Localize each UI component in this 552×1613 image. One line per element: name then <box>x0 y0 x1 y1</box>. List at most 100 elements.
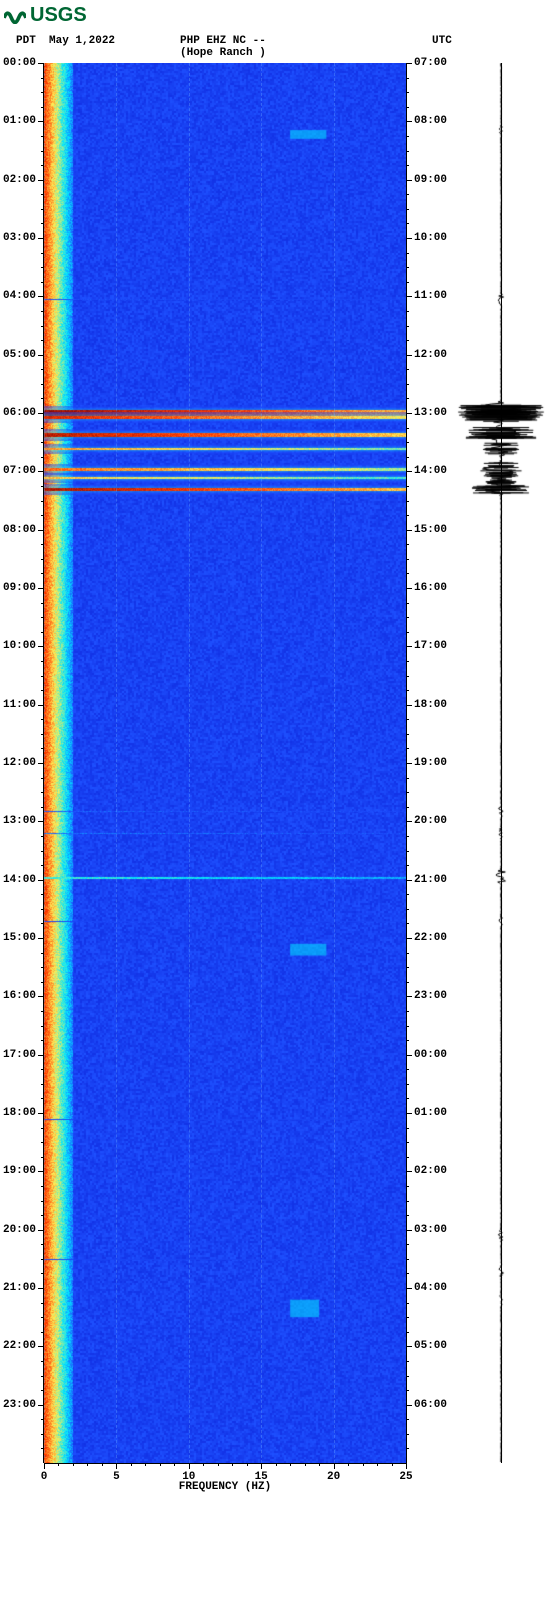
y-tick-minor <box>406 1011 409 1012</box>
y-tick-label: 22:00 <box>3 1340 36 1352</box>
y-tick-minor <box>406 676 409 677</box>
page: USGS PDT May 1,2022 PHP EHZ NC -- (Hope … <box>0 0 552 1493</box>
y-tick-label: 23:00 <box>3 1399 36 1411</box>
x-tick-minor <box>276 1463 277 1466</box>
date-label: May 1,2022 <box>49 35 115 47</box>
y-tick-minor <box>406 836 409 837</box>
y-tick-minor <box>406 501 409 502</box>
x-tick-label: 5 <box>113 1471 120 1483</box>
y-tick-minor <box>406 909 409 910</box>
y-axis-right: 07:0008:0009:0010:0011:0012:0013:0014:00… <box>406 63 456 1463</box>
y-tick-label: 13:00 <box>414 407 447 419</box>
y-tick-label: 14:00 <box>3 874 36 886</box>
y-tick-minor <box>406 559 409 560</box>
y-tick-label: 00:00 <box>3 57 36 69</box>
y-tick-label: 02:00 <box>3 174 36 186</box>
y-tick <box>406 821 412 822</box>
x-tick-label: 0 <box>41 1471 48 1483</box>
usgs-logo: USGS <box>0 0 552 27</box>
x-tick-minor <box>131 1463 132 1466</box>
y-tick-minor <box>406 267 409 268</box>
y-tick-label: 03:00 <box>414 1224 447 1236</box>
x-tick-label: 20 <box>327 1471 340 1483</box>
y-tick-minor <box>406 92 409 93</box>
tz-right-label: UTC <box>432 35 552 59</box>
y-tick-label: 20:00 <box>3 1224 36 1236</box>
y-tick-label: 05:00 <box>3 349 36 361</box>
y-tick-label: 14:00 <box>414 465 447 477</box>
y-tick-minor <box>406 690 409 691</box>
y-tick-label: 04:00 <box>3 290 36 302</box>
y-tick <box>406 996 412 997</box>
usgs-text: USGS <box>30 4 87 27</box>
y-tick-minor <box>406 1259 409 1260</box>
x-tick-minor <box>145 1463 146 1466</box>
y-tick-label: 07:00 <box>414 57 447 69</box>
y-tick <box>406 1055 412 1056</box>
y-tick-minor <box>406 369 409 370</box>
y-tick-minor <box>406 632 409 633</box>
y-tick-label: 15:00 <box>3 932 36 944</box>
y-tick-label: 09:00 <box>3 582 36 594</box>
usgs-wave-icon <box>4 8 26 24</box>
station-line1: PHP EHZ NC -- <box>180 35 432 47</box>
y-tick-minor <box>406 1084 409 1085</box>
y-tick-minor <box>406 1157 409 1158</box>
y-tick-label: 15:00 <box>414 524 447 536</box>
y-tick-minor <box>406 544 409 545</box>
y-tick-minor <box>406 953 409 954</box>
x-tick-minor <box>232 1463 233 1466</box>
y-tick <box>406 63 412 64</box>
y-tick-label: 08:00 <box>414 115 447 127</box>
y-tick-label: 16:00 <box>414 582 447 594</box>
y-tick-label: 22:00 <box>414 932 447 944</box>
y-tick <box>406 938 412 939</box>
y-tick-minor <box>406 573 409 574</box>
y-tick-label: 17:00 <box>414 640 447 652</box>
y-tick-label: 21:00 <box>3 1282 36 1294</box>
y-tick-minor <box>406 851 409 852</box>
y-tick-minor <box>406 894 409 895</box>
y-tick <box>406 413 412 414</box>
y-tick-minor <box>406 1376 409 1377</box>
y-tick-minor <box>406 1332 409 1333</box>
y-tick-minor <box>406 78 409 79</box>
y-tick <box>406 1405 412 1406</box>
y-tick-minor <box>406 311 409 312</box>
x-tick-minor <box>392 1463 393 1466</box>
y-tick-label: 12:00 <box>3 757 36 769</box>
y-tick <box>406 1230 412 1231</box>
x-tick-minor <box>203 1463 204 1466</box>
x-tick <box>406 1463 407 1469</box>
y-tick-minor <box>406 1390 409 1391</box>
spectrogram-canvas <box>44 63 406 1463</box>
y-tick-label: 18:00 <box>3 1107 36 1119</box>
y-axis-left: 00:0001:0002:0003:0004:0005:0006:0007:00… <box>0 63 44 1463</box>
y-tick-label: 04:00 <box>414 1282 447 1294</box>
y-tick <box>406 880 412 881</box>
y-tick <box>406 588 412 589</box>
y-tick <box>406 355 412 356</box>
x-tick-minor <box>363 1463 364 1466</box>
x-tick-minor <box>247 1463 248 1466</box>
y-tick-minor <box>406 442 409 443</box>
y-tick-label: 20:00 <box>414 815 447 827</box>
seismogram <box>456 63 546 1463</box>
y-tick-label: 12:00 <box>414 349 447 361</box>
y-tick <box>406 180 412 181</box>
y-tick <box>406 763 412 764</box>
y-tick-minor <box>406 1142 409 1143</box>
y-tick-minor <box>406 1361 409 1362</box>
y-tick-minor <box>406 209 409 210</box>
y-tick-label: 03:00 <box>3 232 36 244</box>
y-tick-minor <box>406 734 409 735</box>
y-tick-minor <box>406 748 409 749</box>
x-tick-minor <box>58 1463 59 1466</box>
y-tick-minor <box>406 165 409 166</box>
y-tick-minor <box>406 457 409 458</box>
x-tick-minor <box>87 1463 88 1466</box>
y-tick-minor <box>406 398 409 399</box>
y-tick-minor <box>406 1186 409 1187</box>
y-tick-label: 11:00 <box>3 699 36 711</box>
y-tick-minor <box>406 1128 409 1129</box>
